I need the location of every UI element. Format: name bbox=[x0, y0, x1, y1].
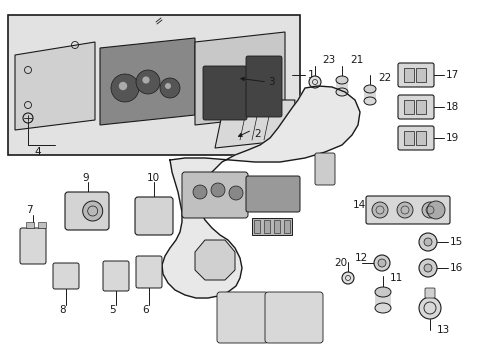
Circle shape bbox=[142, 76, 149, 84]
FancyBboxPatch shape bbox=[245, 56, 282, 117]
Circle shape bbox=[308, 76, 320, 88]
FancyBboxPatch shape bbox=[182, 172, 247, 218]
Bar bbox=[273, 220, 280, 233]
Circle shape bbox=[423, 264, 431, 272]
FancyBboxPatch shape bbox=[203, 66, 246, 120]
FancyBboxPatch shape bbox=[365, 196, 449, 224]
Text: 23: 23 bbox=[321, 55, 335, 65]
Circle shape bbox=[423, 238, 431, 246]
Text: 15: 15 bbox=[449, 237, 462, 247]
Circle shape bbox=[373, 255, 389, 271]
Text: 19: 19 bbox=[445, 133, 458, 143]
FancyBboxPatch shape bbox=[135, 197, 173, 235]
Circle shape bbox=[136, 70, 160, 94]
Text: 12: 12 bbox=[354, 253, 367, 263]
Text: 13: 13 bbox=[436, 325, 449, 335]
Bar bbox=[38, 222, 46, 228]
Text: 3: 3 bbox=[267, 77, 274, 87]
Ellipse shape bbox=[363, 97, 375, 105]
Ellipse shape bbox=[335, 88, 347, 96]
Text: 4: 4 bbox=[35, 147, 41, 157]
Text: 18: 18 bbox=[445, 102, 458, 112]
Text: 20: 20 bbox=[333, 258, 346, 268]
FancyBboxPatch shape bbox=[397, 63, 433, 87]
FancyBboxPatch shape bbox=[20, 228, 46, 264]
Bar bbox=[8, 15, 299, 155]
Text: 8: 8 bbox=[59, 305, 65, 315]
Circle shape bbox=[119, 82, 127, 90]
Circle shape bbox=[210, 183, 224, 197]
Text: 16: 16 bbox=[449, 263, 462, 273]
Bar bbox=[284, 220, 289, 233]
Ellipse shape bbox=[374, 287, 390, 297]
FancyBboxPatch shape bbox=[264, 292, 323, 343]
Circle shape bbox=[418, 259, 436, 277]
Text: 10: 10 bbox=[147, 173, 160, 183]
Polygon shape bbox=[100, 38, 195, 125]
Text: 22: 22 bbox=[377, 73, 390, 83]
Text: 5: 5 bbox=[109, 305, 115, 315]
Bar bbox=[415, 68, 425, 82]
Polygon shape bbox=[195, 240, 235, 280]
Bar bbox=[374, 292, 390, 308]
Circle shape bbox=[160, 78, 180, 98]
Circle shape bbox=[418, 233, 436, 251]
Bar bbox=[363, 89, 375, 101]
Circle shape bbox=[228, 186, 243, 200]
Bar bbox=[264, 220, 269, 233]
Circle shape bbox=[164, 83, 171, 89]
Circle shape bbox=[193, 185, 206, 199]
Text: 7: 7 bbox=[26, 205, 33, 215]
Text: 17: 17 bbox=[445, 70, 458, 80]
Ellipse shape bbox=[335, 76, 347, 84]
FancyBboxPatch shape bbox=[245, 176, 299, 212]
FancyBboxPatch shape bbox=[397, 95, 433, 119]
Text: 9: 9 bbox=[82, 173, 88, 183]
Circle shape bbox=[418, 297, 440, 319]
Ellipse shape bbox=[374, 303, 390, 313]
Bar bbox=[403, 68, 413, 82]
Text: 21: 21 bbox=[349, 55, 363, 65]
Circle shape bbox=[396, 202, 412, 218]
Bar bbox=[335, 80, 347, 92]
Bar bbox=[251, 218, 291, 235]
FancyBboxPatch shape bbox=[136, 256, 162, 288]
Bar bbox=[403, 100, 413, 114]
Text: 11: 11 bbox=[389, 273, 403, 283]
FancyBboxPatch shape bbox=[397, 126, 433, 150]
Bar bbox=[26, 222, 34, 228]
FancyBboxPatch shape bbox=[65, 192, 109, 230]
FancyBboxPatch shape bbox=[53, 263, 79, 289]
Circle shape bbox=[371, 202, 387, 218]
Ellipse shape bbox=[363, 85, 375, 93]
Text: 1: 1 bbox=[307, 70, 314, 80]
Bar bbox=[403, 131, 413, 145]
Text: 14: 14 bbox=[352, 200, 365, 210]
Polygon shape bbox=[15, 42, 95, 130]
Bar bbox=[415, 100, 425, 114]
Bar bbox=[253, 220, 260, 233]
Polygon shape bbox=[195, 32, 285, 125]
FancyBboxPatch shape bbox=[217, 292, 267, 343]
Circle shape bbox=[426, 201, 444, 219]
FancyBboxPatch shape bbox=[424, 288, 434, 298]
Polygon shape bbox=[162, 86, 359, 298]
FancyBboxPatch shape bbox=[103, 261, 129, 291]
Circle shape bbox=[421, 202, 437, 218]
Polygon shape bbox=[215, 100, 294, 148]
FancyBboxPatch shape bbox=[314, 153, 334, 185]
Circle shape bbox=[82, 201, 102, 221]
Bar bbox=[415, 131, 425, 145]
Text: 6: 6 bbox=[142, 305, 148, 315]
Circle shape bbox=[111, 74, 139, 102]
Text: 2: 2 bbox=[253, 129, 260, 139]
Circle shape bbox=[341, 272, 353, 284]
Circle shape bbox=[377, 259, 385, 267]
